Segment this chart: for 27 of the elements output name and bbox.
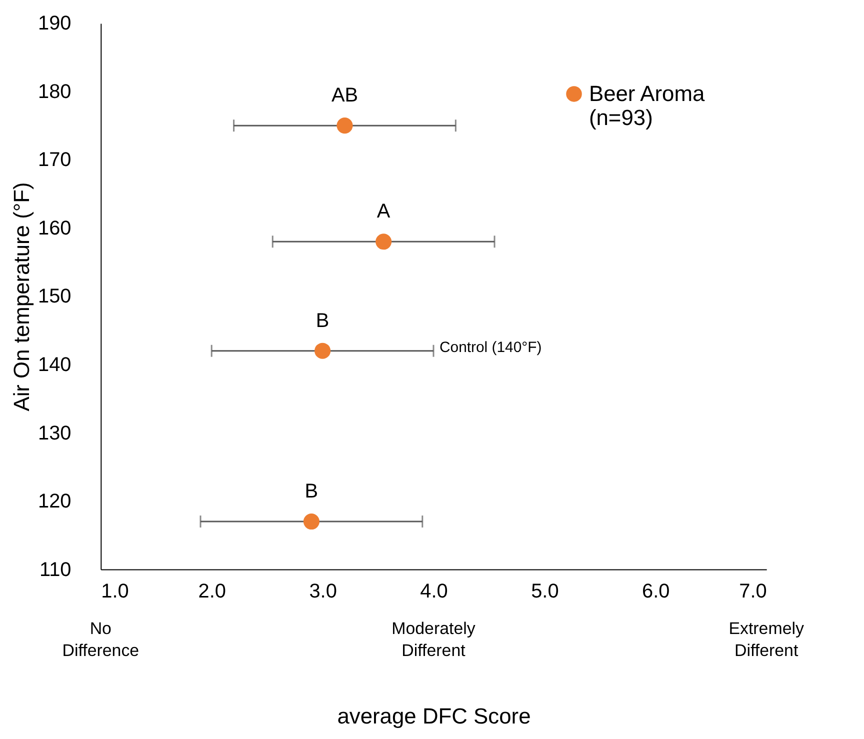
y-tick-label: 120 (38, 490, 72, 513)
y-tick-label: 180 (38, 80, 72, 103)
text: No Difference (62, 619, 140, 660)
y-tick-label: 140 (38, 354, 72, 376)
legend-label: Beer Aroma (n=93) (588, 80, 706, 130)
annotation: A (376, 200, 391, 223)
x-tick-label: 7.0 (739, 580, 767, 603)
y-tick-label: 170 (38, 149, 72, 172)
y-tick-label: 110 (39, 558, 72, 581)
x-tick-label: 2.0 (198, 580, 226, 603)
y-tick-label: 160 (38, 217, 72, 240)
annotation: Control (140°F) (439, 338, 542, 356)
x-tick-label: 6.0 (642, 580, 670, 603)
annotation: B (304, 480, 318, 503)
x-tick-label: 1.0 (101, 580, 129, 603)
y-tick-label: 190 (38, 12, 72, 35)
y-tick-label: 130 (38, 422, 72, 444)
text: Extremely Different (728, 619, 805, 660)
x-tick-label: 5.0 (531, 580, 559, 603)
y-tick-label: 150 (38, 286, 72, 308)
annotation: B (316, 310, 330, 332)
x-tick-label: 3.0 (309, 580, 337, 603)
y-axis-title: Air On temperature (°F) (9, 182, 34, 412)
text: Moderately Different (392, 619, 476, 660)
x-axis-title: average DFC Score (337, 703, 531, 728)
x-tick-label: 4.0 (420, 580, 448, 603)
annotation: AB (331, 84, 358, 107)
